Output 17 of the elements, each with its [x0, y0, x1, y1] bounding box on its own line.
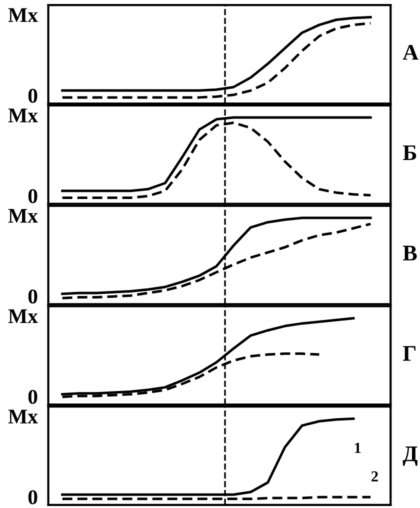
text: 0 — [28, 88, 38, 103]
text: 0 — [28, 490, 38, 504]
text: Mx — [8, 108, 38, 122]
text: В — [402, 246, 417, 260]
text: 0 — [28, 390, 38, 404]
text: 0 — [28, 289, 38, 304]
text: Mx — [8, 208, 38, 223]
series-label: 2 — [372, 471, 378, 482]
text: Mx — [8, 410, 38, 424]
series-label: 1 — [355, 442, 361, 453]
text: Mx — [8, 8, 38, 22]
text: 0 — [28, 189, 38, 204]
text: Д — [402, 446, 418, 466]
text: Mx — [8, 309, 38, 323]
text: А — [402, 44, 418, 60]
text: Г — [402, 346, 416, 361]
text: Б — [402, 145, 416, 160]
